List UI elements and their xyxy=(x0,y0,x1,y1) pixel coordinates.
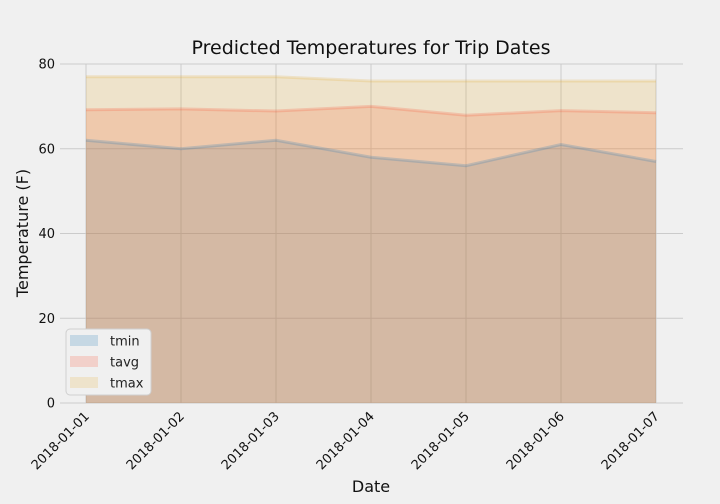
y-tick-label: 40 xyxy=(38,227,55,242)
y-tick-label: 20 xyxy=(38,312,55,327)
y-axis-ticks: 0 20 40 60 80 xyxy=(38,58,55,412)
tmin-line xyxy=(85,138,657,168)
tavg-legend-swatch xyxy=(70,356,98,367)
tavg-area xyxy=(86,106,656,403)
area-series xyxy=(86,76,656,404)
chart-title: Predicted Temperatures for Trip Dates xyxy=(191,37,550,59)
y-axis-label: Temperature (F) xyxy=(13,169,32,298)
tmin-legend-swatch xyxy=(70,335,98,346)
x-axis-label: Date xyxy=(352,477,390,496)
tmin-area xyxy=(86,140,656,403)
tmin-legend-label: tmin xyxy=(110,335,140,350)
tmax-legend-label: tmax xyxy=(110,377,144,392)
tavg-legend-label: tavg xyxy=(110,356,139,371)
tmax-area xyxy=(86,76,656,404)
series-lines xyxy=(85,75,657,168)
y-tick-label: 80 xyxy=(38,58,55,73)
grid-lines xyxy=(60,63,683,404)
tavg-line xyxy=(85,104,657,117)
legend: tmin tavg tmax xyxy=(65,328,152,396)
tmax-line xyxy=(86,75,656,83)
y-tick-label: 60 xyxy=(38,142,55,157)
tmax-legend-swatch xyxy=(70,377,98,388)
legend-box xyxy=(65,328,152,396)
y-tick-label: 0 xyxy=(47,397,55,412)
